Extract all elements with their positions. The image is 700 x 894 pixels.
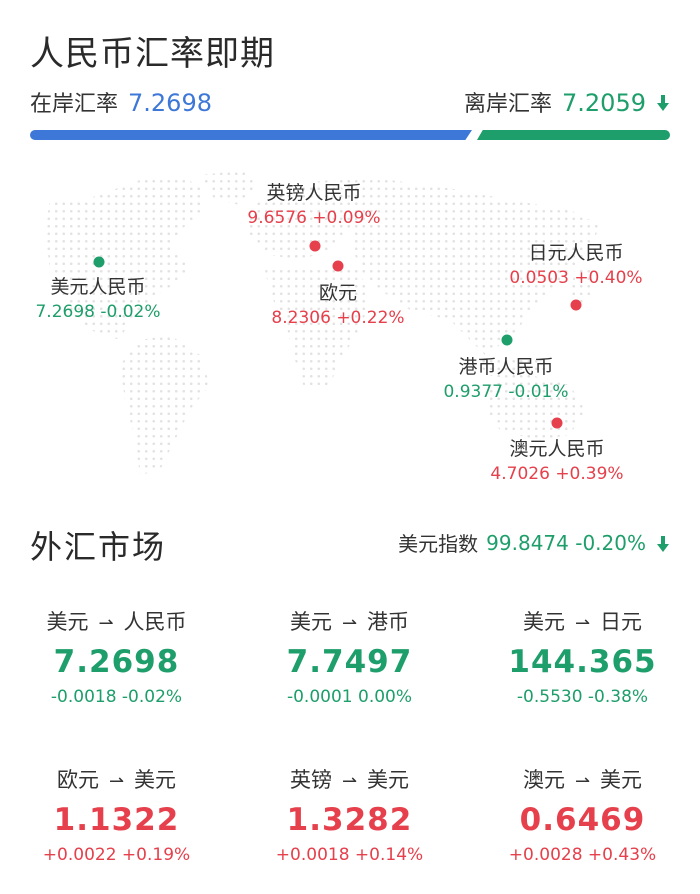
map-label-quote: 0.0503 +0.40% bbox=[509, 268, 643, 288]
pair-arrow-icon: ⇀ bbox=[574, 771, 591, 792]
pair-price: 0.6469 bbox=[519, 802, 646, 838]
onshore-ratio-bar bbox=[30, 130, 472, 140]
map-label-name: 日元人民币 bbox=[528, 242, 624, 264]
arrow-down-icon bbox=[657, 95, 669, 111]
marker-aud-cny[interactable] bbox=[551, 417, 563, 429]
pair-arrow-icon: ⇀ bbox=[341, 613, 358, 634]
marker-eur-cny[interactable] bbox=[332, 260, 344, 272]
pair-price: 1.1322 bbox=[53, 802, 180, 838]
pair-change: -0.0001 0.00% bbox=[286, 687, 413, 707]
pair-card-usd-cny[interactable]: 美元 ⇀ 人民币 7.2698 -0.0018 -0.02% bbox=[0, 606, 233, 710]
pair-label: 美元 ⇀ 日元 bbox=[466, 606, 699, 640]
map-label-name: 欧元 bbox=[318, 282, 358, 304]
map-label-quote: 8.2306 +0.22% bbox=[271, 308, 405, 328]
pair-from: 美元 bbox=[522, 610, 565, 634]
marker-gbp-cny[interactable] bbox=[309, 240, 321, 252]
marker-hkd-cny[interactable] bbox=[501, 334, 513, 346]
offshore-label: 离岸汇率 bbox=[464, 92, 553, 117]
marker-jpy-cny[interactable] bbox=[570, 299, 582, 311]
map-label-quote: 9.6576 +0.09% bbox=[247, 208, 381, 228]
pair-arrow-icon: ⇀ bbox=[98, 613, 114, 634]
offshore-rate[interactable]: 离岸汇率 7.2059 bbox=[464, 86, 670, 118]
world-dot-map: 美元人民币 7.2698 -0.02% 英镑人民币 9.6576 +0.09% … bbox=[30, 170, 680, 500]
map-label-usd-cny[interactable]: 美元人民币 7.2698 -0.02% bbox=[35, 274, 160, 324]
pair-arrow-icon: ⇀ bbox=[108, 771, 125, 792]
pair-label: 澳元 ⇀ 美元 bbox=[466, 764, 699, 798]
pair-to: 美元 bbox=[367, 768, 410, 792]
pair-card-eur-usd[interactable]: 欧元 ⇀ 美元 1.1322 +0.0022 +0.19% bbox=[0, 764, 233, 868]
pair-label: 美元 ⇀ 港币 bbox=[233, 606, 466, 640]
pair-change: -0.0018 -0.02% bbox=[50, 687, 183, 707]
map-label-name: 英镑人民币 bbox=[266, 182, 362, 204]
map-label-quote: 7.2698 -0.02% bbox=[35, 302, 161, 322]
map-label-name: 美元人民币 bbox=[50, 276, 146, 298]
usd-index-label: 美元指数 bbox=[398, 532, 479, 556]
offshore-value: 7.2059 bbox=[562, 89, 646, 117]
pair-to: 日元 bbox=[600, 610, 643, 634]
pair-price: 7.2698 bbox=[53, 644, 180, 680]
pair-from: 英镑 bbox=[289, 768, 332, 792]
map-label-jpy-cny[interactable]: 日元人民币 0.0503 +0.40% bbox=[509, 240, 642, 290]
pair-from: 澳元 bbox=[522, 768, 565, 792]
pair-change: +0.0028 +0.43% bbox=[508, 845, 657, 865]
onshore-label: 在岸汇率 bbox=[30, 92, 119, 117]
pair-to: 人民币 bbox=[123, 610, 187, 634]
map-label-quote: 0.9377 -0.01% bbox=[443, 382, 569, 402]
pair-from: 欧元 bbox=[56, 768, 99, 792]
pair-change: -0.5530 -0.38% bbox=[516, 687, 649, 707]
pair-price: 7.7497 bbox=[286, 644, 413, 680]
pair-from: 美元 bbox=[289, 610, 332, 634]
pair-label: 美元 ⇀ 人民币 bbox=[0, 606, 233, 640]
onshore-rate[interactable]: 在岸汇率 7.2698 bbox=[30, 86, 212, 118]
pair-price: 1.3282 bbox=[286, 802, 413, 838]
usd-index[interactable]: 美元指数 99.8474 -0.20% bbox=[398, 528, 670, 557]
pair-to: 美元 bbox=[134, 768, 177, 792]
pair-price: 144.365 bbox=[508, 644, 657, 680]
pair-card-gbp-usd[interactable]: 英镑 ⇀ 美元 1.3282 +0.0018 +0.14% bbox=[233, 764, 466, 868]
pair-from: 美元 bbox=[46, 610, 89, 634]
pair-arrow-icon: ⇀ bbox=[574, 613, 591, 634]
offshore-ratio-bar bbox=[477, 130, 670, 140]
pair-change: +0.0018 +0.14% bbox=[275, 845, 424, 865]
map-label-name: 港币人民币 bbox=[458, 356, 554, 378]
page-title: 人民币汇率即期 bbox=[30, 34, 275, 74]
pair-card-usd-jpy[interactable]: 美元 ⇀ 日元 144.365 -0.5530 -0.38% bbox=[466, 606, 699, 710]
map-label-name: 澳元人民币 bbox=[509, 438, 605, 460]
pair-label: 欧元 ⇀ 美元 bbox=[0, 764, 233, 798]
map-label-quote: 4.7026 +0.39% bbox=[490, 464, 624, 484]
forex-section-title: 外汇市场 bbox=[30, 528, 167, 566]
map-label-aud-cny[interactable]: 澳元人民币 4.7026 +0.39% bbox=[490, 436, 623, 486]
pair-arrow-icon: ⇀ bbox=[341, 771, 358, 792]
map-label-hkd-cny[interactable]: 港币人民币 0.9377 -0.01% bbox=[443, 354, 568, 404]
pair-card-usd-hkd[interactable]: 美元 ⇀ 港币 7.7497 -0.0001 0.00% bbox=[233, 606, 466, 710]
marker-usd-cny[interactable] bbox=[93, 256, 105, 268]
world-map-dots bbox=[45, 170, 600, 475]
pair-to: 港币 bbox=[367, 610, 410, 634]
usd-index-value: 99.8474 -0.20% bbox=[486, 530, 646, 555]
pair-change: +0.0022 +0.19% bbox=[42, 845, 191, 865]
pair-label: 英镑 ⇀ 美元 bbox=[233, 764, 466, 798]
onshore-value: 7.2698 bbox=[128, 89, 212, 117]
arrow-down-icon bbox=[657, 535, 669, 552]
map-label-eur-cny[interactable]: 欧元 8.2306 +0.22% bbox=[271, 280, 404, 330]
pair-card-aud-usd[interactable]: 澳元 ⇀ 美元 0.6469 +0.0028 +0.43% bbox=[466, 764, 699, 868]
map-label-gbp-cny[interactable]: 英镑人民币 9.6576 +0.09% bbox=[247, 180, 380, 230]
pair-to: 美元 bbox=[600, 768, 643, 792]
